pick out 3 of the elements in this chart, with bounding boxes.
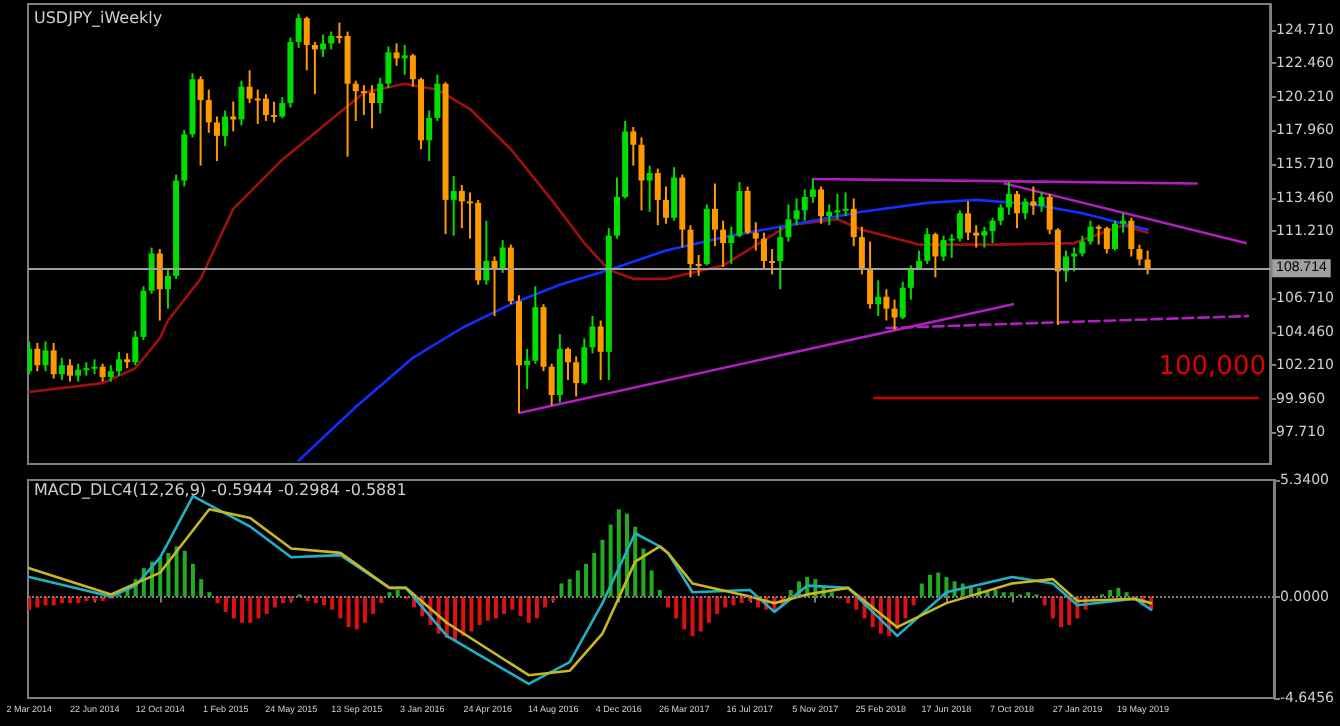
annotation: 100,000 <box>1158 352 1267 382</box>
chart-title: MACD_DLC4(12,26,9) -0.5944 -0.2984 -0.5881 <box>34 481 407 499</box>
chart-title: USDJPY_iWeekly <box>34 9 163 27</box>
